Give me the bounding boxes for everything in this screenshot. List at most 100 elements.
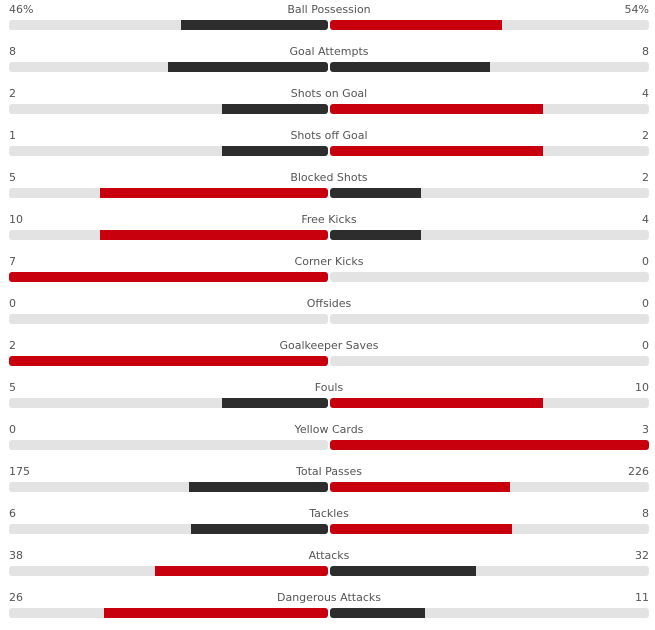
- away-bar-track: [330, 566, 649, 576]
- away-bar-track: [330, 188, 649, 198]
- stat-bar: [9, 524, 649, 534]
- stat-label-line: Fouls 5 10: [9, 381, 649, 395]
- stat-row: Offsides 0 0: [0, 294, 655, 336]
- away-value: 2: [642, 129, 649, 142]
- home-bar-track: [9, 314, 328, 324]
- away-bar-fill: [330, 440, 649, 450]
- stat-row: Dangerous Attacks 26 11: [0, 588, 655, 630]
- away-bar-fill: [330, 104, 543, 114]
- away-value: 3: [642, 423, 649, 436]
- home-bar-track: [9, 104, 328, 114]
- stat-label-line: Yellow Cards 0 3: [9, 423, 649, 437]
- away-value: 32: [635, 549, 649, 562]
- away-value: 0: [642, 339, 649, 352]
- home-value: 8: [9, 45, 16, 58]
- away-bar-fill: [330, 566, 476, 576]
- stat-row: Shots off Goal 1 2: [0, 126, 655, 168]
- stat-name: Shots on Goal: [290, 87, 368, 100]
- home-value: 0: [9, 297, 16, 310]
- stat-row: Corner Kicks 7 0: [0, 252, 655, 294]
- away-bar-track: [330, 62, 649, 72]
- away-bar-track: [330, 356, 649, 366]
- home-value: 26: [9, 591, 23, 604]
- stat-label-line: Blocked Shots 5 2: [9, 171, 649, 185]
- away-value: 0: [642, 255, 649, 268]
- stat-row: Ball Possession 46% 54%: [0, 0, 655, 42]
- stat-bar: [9, 356, 649, 366]
- stat-name: Attacks: [308, 549, 350, 562]
- home-value: 38: [9, 549, 23, 562]
- home-bar-fill: [104, 608, 328, 618]
- stat-row: Free Kicks 10 4: [0, 210, 655, 252]
- home-bar-track: [9, 482, 328, 492]
- away-value: 54%: [624, 3, 649, 16]
- home-bar-fill: [155, 566, 328, 576]
- stat-bar: [9, 440, 649, 450]
- stat-name: Ball Possession: [287, 3, 371, 16]
- away-bar-track: [330, 20, 649, 30]
- stat-label-line: Offsides 0 0: [9, 297, 649, 311]
- stat-row: Goal Attempts 8 8: [0, 42, 655, 84]
- away-bar-track: [330, 608, 649, 618]
- stat-label-line: Total Passes 175 226: [9, 465, 649, 479]
- home-value: 10: [9, 213, 23, 226]
- stat-label-line: Shots on Goal 2 4: [9, 87, 649, 101]
- stat-bar: [9, 398, 649, 408]
- away-bar-fill: [330, 482, 510, 492]
- away-value: 4: [642, 213, 649, 226]
- home-bar-track: [9, 272, 328, 282]
- stat-label-line: Attacks 38 32: [9, 549, 649, 563]
- away-bar-fill: [330, 188, 421, 198]
- home-value: 5: [9, 381, 16, 394]
- home-value: 0: [9, 423, 16, 436]
- stat-name: Offsides: [306, 297, 352, 310]
- stat-bar: [9, 62, 649, 72]
- home-value: 2: [9, 339, 16, 352]
- home-bar-track: [9, 146, 328, 156]
- stat-bar: [9, 608, 649, 618]
- home-value: 5: [9, 171, 16, 184]
- stat-name: Fouls: [314, 381, 344, 394]
- away-bar-track: [330, 482, 649, 492]
- away-value: 10: [635, 381, 649, 394]
- stat-name: Yellow Cards: [294, 423, 364, 436]
- stat-row: Yellow Cards 0 3: [0, 420, 655, 462]
- stat-row: Total Passes 175 226: [0, 462, 655, 504]
- home-bar-fill: [222, 398, 328, 408]
- stat-bar: [9, 146, 649, 156]
- stat-row: Tackles 6 8: [0, 504, 655, 546]
- stat-label-line: Shots off Goal 1 2: [9, 129, 649, 143]
- home-bar-track: [9, 440, 328, 450]
- stat-bar: [9, 566, 649, 576]
- home-bar-fill: [222, 104, 328, 114]
- stat-label-line: Goal Attempts 8 8: [9, 45, 649, 59]
- stat-bar: [9, 230, 649, 240]
- home-value: 6: [9, 507, 16, 520]
- stat-name: Tackles: [309, 507, 349, 520]
- home-bar-fill: [222, 146, 328, 156]
- stat-row: Attacks 38 32: [0, 546, 655, 588]
- away-bar-fill: [330, 146, 543, 156]
- stat-bar: [9, 104, 649, 114]
- home-value: 2: [9, 87, 16, 100]
- away-value: 4: [642, 87, 649, 100]
- away-bar-fill: [330, 398, 543, 408]
- stat-row: Fouls 5 10: [0, 378, 655, 420]
- home-bar-fill: [9, 272, 328, 282]
- stat-bar: [9, 188, 649, 198]
- away-bar-fill: [330, 20, 502, 30]
- away-value: 8: [642, 507, 649, 520]
- home-bar-fill: [168, 62, 328, 72]
- home-bar-track: [9, 524, 328, 534]
- stat-bar: [9, 482, 649, 492]
- stat-label-line: Free Kicks 10 4: [9, 213, 649, 227]
- home-bar-track: [9, 398, 328, 408]
- stat-label-line: Tackles 6 8: [9, 507, 649, 521]
- away-bar-track: [330, 440, 649, 450]
- stat-bar: [9, 314, 649, 324]
- home-bar-track: [9, 230, 328, 240]
- stat-label-line: Goalkeeper Saves 2 0: [9, 339, 649, 353]
- stat-name: Blocked Shots: [290, 171, 368, 184]
- home-bar-track: [9, 62, 328, 72]
